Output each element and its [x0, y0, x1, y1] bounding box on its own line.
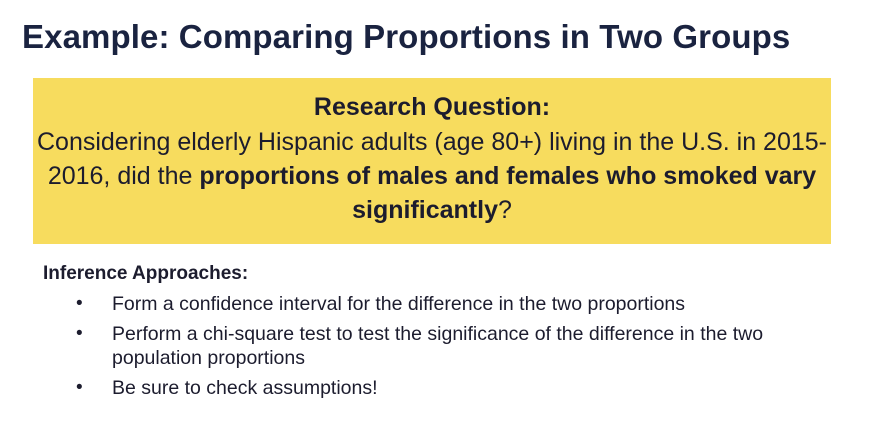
inference-approaches: Inference Approaches: • Form a confidenc… — [43, 261, 843, 406]
slide-title: Example: Comparing Proportions in Two Gr… — [22, 18, 791, 55]
research-question-heading: Research Question: — [313, 93, 551, 121]
question-text-part2: ? — [497, 196, 512, 224]
approach-item: • Form a confidence interval for the dif… — [43, 292, 843, 316]
approach-item-text: Form a confidence interval for the diffe… — [112, 293, 686, 315]
question-text-emphasis: proportions of males and females who smo… — [199, 162, 817, 224]
bullet-icon: • — [76, 323, 83, 344]
inference-approaches-heading: Inference Approaches: — [43, 263, 249, 284]
bullet-icon: • — [76, 377, 83, 398]
bullet-icon: • — [76, 293, 83, 314]
question-text-part1: Considering elderly Hispanic adults (age… — [36, 128, 827, 190]
approach-item: • Perform a chi-square test to test the … — [43, 322, 843, 370]
approach-item-text: Be sure to check assumptions! — [112, 377, 378, 399]
approach-item-text: Perform a chi-square test to test the si… — [112, 323, 764, 369]
research-question-box: Research Question: Considering elderly H… — [33, 78, 831, 244]
approach-item: • Be sure to check assumptions! — [43, 376, 843, 400]
research-question-text: Considering elderly Hispanic adults (age… — [33, 125, 831, 227]
approach-list: • Form a confidence interval for the dif… — [43, 292, 843, 400]
